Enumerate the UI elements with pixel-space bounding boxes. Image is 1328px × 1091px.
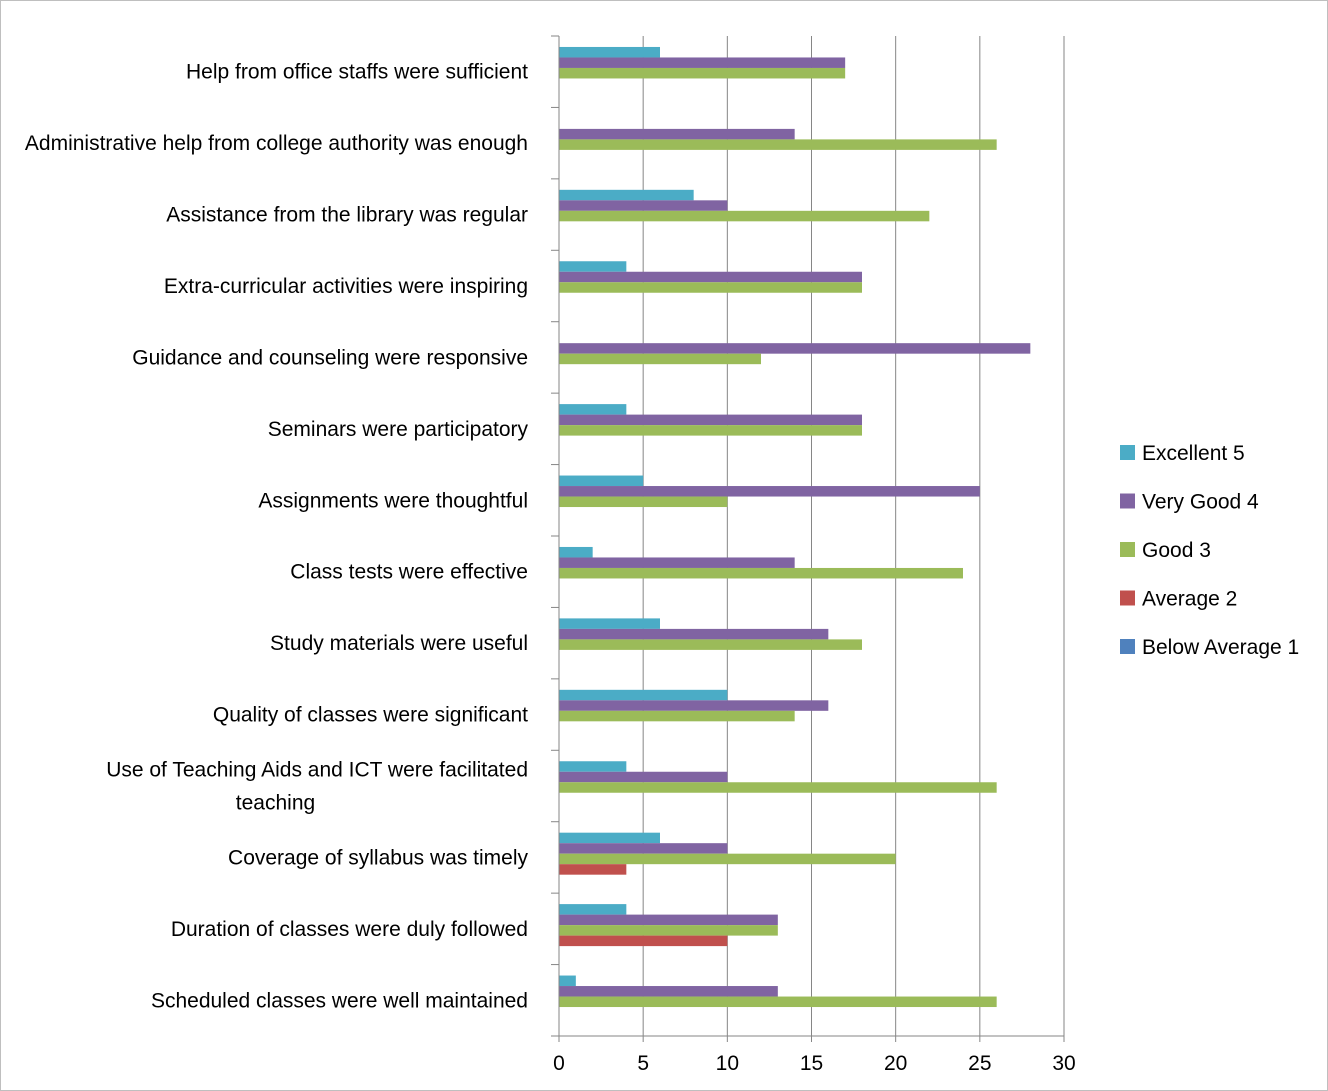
bar xyxy=(559,771,728,783)
legend-item: Below Average 1 xyxy=(1120,636,1299,659)
bar xyxy=(559,414,862,426)
legend-swatch xyxy=(1120,493,1135,509)
x-tick-label: 5 xyxy=(637,1052,649,1075)
gridlines xyxy=(642,36,1065,1036)
bar xyxy=(559,128,795,140)
x-tick-label: 30 xyxy=(1052,1052,1075,1075)
bar xyxy=(559,761,627,772)
category-label: Assistance from the library was regular xyxy=(166,204,528,227)
bar xyxy=(559,925,778,936)
bar-series xyxy=(559,46,1031,1008)
legend-label: Good 3 xyxy=(1142,539,1211,562)
category-label: Study materials were useful xyxy=(270,632,528,655)
bar xyxy=(559,996,997,1008)
bar xyxy=(559,486,980,497)
bar xyxy=(559,975,576,987)
bar xyxy=(559,986,778,997)
legend-item: Excellent 5 xyxy=(1120,442,1245,465)
bar xyxy=(559,353,761,365)
bar xyxy=(559,425,862,436)
bar xyxy=(559,618,660,629)
x-tick-label: 20 xyxy=(884,1052,907,1075)
x-tick-label: 0 xyxy=(553,1052,565,1075)
legend-label: Average 2 xyxy=(1142,588,1237,611)
legend-label: Below Average 1 xyxy=(1142,636,1299,659)
bar xyxy=(559,57,846,68)
bar xyxy=(559,710,795,722)
bar xyxy=(559,261,627,272)
bar xyxy=(559,271,862,283)
bar xyxy=(559,475,644,487)
bar xyxy=(559,67,846,79)
bar xyxy=(559,282,862,293)
legend-label: Very Good 4 xyxy=(1142,491,1259,514)
legend-label: Excellent 5 xyxy=(1142,442,1245,465)
bar xyxy=(559,832,660,844)
bar xyxy=(559,404,627,415)
bar xyxy=(559,843,728,854)
category-label: Administrative help from college authori… xyxy=(25,132,528,155)
x-tick-label: 25 xyxy=(968,1052,991,1075)
category-label: Quality of classes were significant xyxy=(213,704,528,727)
legend-swatch xyxy=(1120,542,1135,557)
category-label: Duration of classes were duly followed xyxy=(171,918,528,941)
axes xyxy=(551,35,1065,1042)
bar xyxy=(559,210,930,222)
category-label: Assignments were thoughtful xyxy=(258,489,528,512)
category-labels: Help from office staffs were sufficient A… xyxy=(25,61,529,1013)
legend-item: Very Good 4 xyxy=(1120,491,1259,514)
bar xyxy=(559,546,593,558)
bar xyxy=(559,343,1031,354)
legend-swatch xyxy=(1120,445,1135,460)
category-label: Scheduled classes were well maintained xyxy=(151,989,528,1012)
category-label: Use of Teaching Aids and ICT were facili… xyxy=(106,759,528,815)
bar xyxy=(559,700,829,711)
bar xyxy=(559,853,896,865)
bar xyxy=(559,639,862,650)
category-label: Guidance and counseling were responsive xyxy=(132,346,528,369)
category-label: Coverage of syllabus was timely xyxy=(228,846,528,869)
bar xyxy=(559,628,829,640)
bar xyxy=(559,139,997,150)
legend-item: Average 2 xyxy=(1120,588,1237,611)
bar xyxy=(559,904,627,915)
bar xyxy=(559,914,778,926)
bar xyxy=(559,46,660,58)
bar xyxy=(559,864,627,875)
x-tick-label: 10 xyxy=(716,1052,739,1075)
bar xyxy=(559,189,694,201)
bar xyxy=(559,689,728,701)
bar xyxy=(559,496,728,508)
bar xyxy=(559,567,963,579)
category-label: Help from office staffs were sufficient xyxy=(186,61,528,84)
legend-swatch xyxy=(1120,590,1135,606)
legend-swatch xyxy=(1120,639,1135,654)
x-tick-label: 15 xyxy=(800,1052,823,1075)
bar xyxy=(559,557,795,568)
category-label: Class tests were effective xyxy=(290,561,528,584)
x-tick-labels: 0 5 10 15 20 25 30 xyxy=(553,1052,1076,1075)
category-label: Seminars were participatory xyxy=(268,418,529,441)
bar xyxy=(559,200,728,211)
category-label: Extra-curricular activities were inspiri… xyxy=(164,275,528,298)
bar xyxy=(559,935,728,947)
legend: Excellent 5 Very Good 4 Good 3 Average 2 Bel… xyxy=(1120,442,1299,659)
bar xyxy=(559,782,997,793)
legend-item: Good 3 xyxy=(1120,539,1211,562)
